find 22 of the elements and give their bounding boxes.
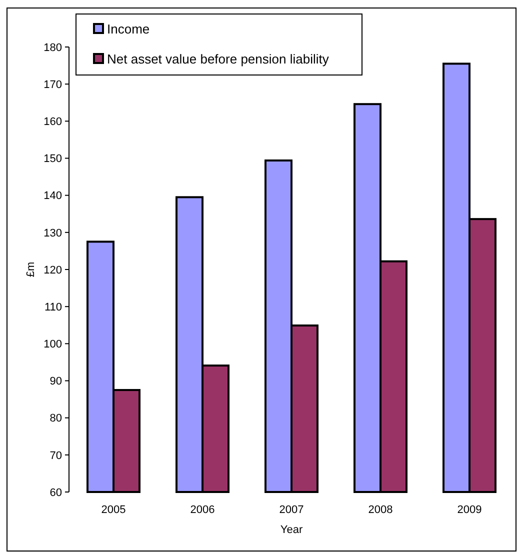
- y-tick-label: 130: [44, 227, 62, 240]
- x-tick-label: 2006: [190, 504, 215, 516]
- y-tick-label: 170: [44, 78, 62, 91]
- y-tick-label: 70: [50, 450, 62, 462]
- y-tick-label: 160: [44, 116, 62, 128]
- y-axis-title: £m: [25, 262, 37, 278]
- legend-label: Income: [107, 22, 150, 37]
- y-tick-label: 120: [44, 264, 62, 276]
- y-tick-label: 150: [44, 153, 62, 166]
- y-tick-label: 140: [44, 190, 62, 202]
- y-tick-label: 110: [44, 301, 62, 314]
- legend-label: Net asset value before pension liability: [107, 52, 330, 67]
- y-tick-label: 90: [50, 376, 62, 388]
- x-tick-label: 2005: [101, 504, 126, 516]
- x-tick-label: 2007: [279, 504, 304, 516]
- y-tick-label: 180: [44, 42, 62, 54]
- x-axis-title: Year: [280, 524, 303, 536]
- x-tick-label: 2008: [368, 504, 393, 516]
- y-tick-label: 80: [50, 412, 62, 425]
- x-tick-label: 2009: [457, 504, 482, 516]
- y-tick-label: 100: [44, 338, 62, 351]
- y-tick-label: 60: [50, 486, 62, 499]
